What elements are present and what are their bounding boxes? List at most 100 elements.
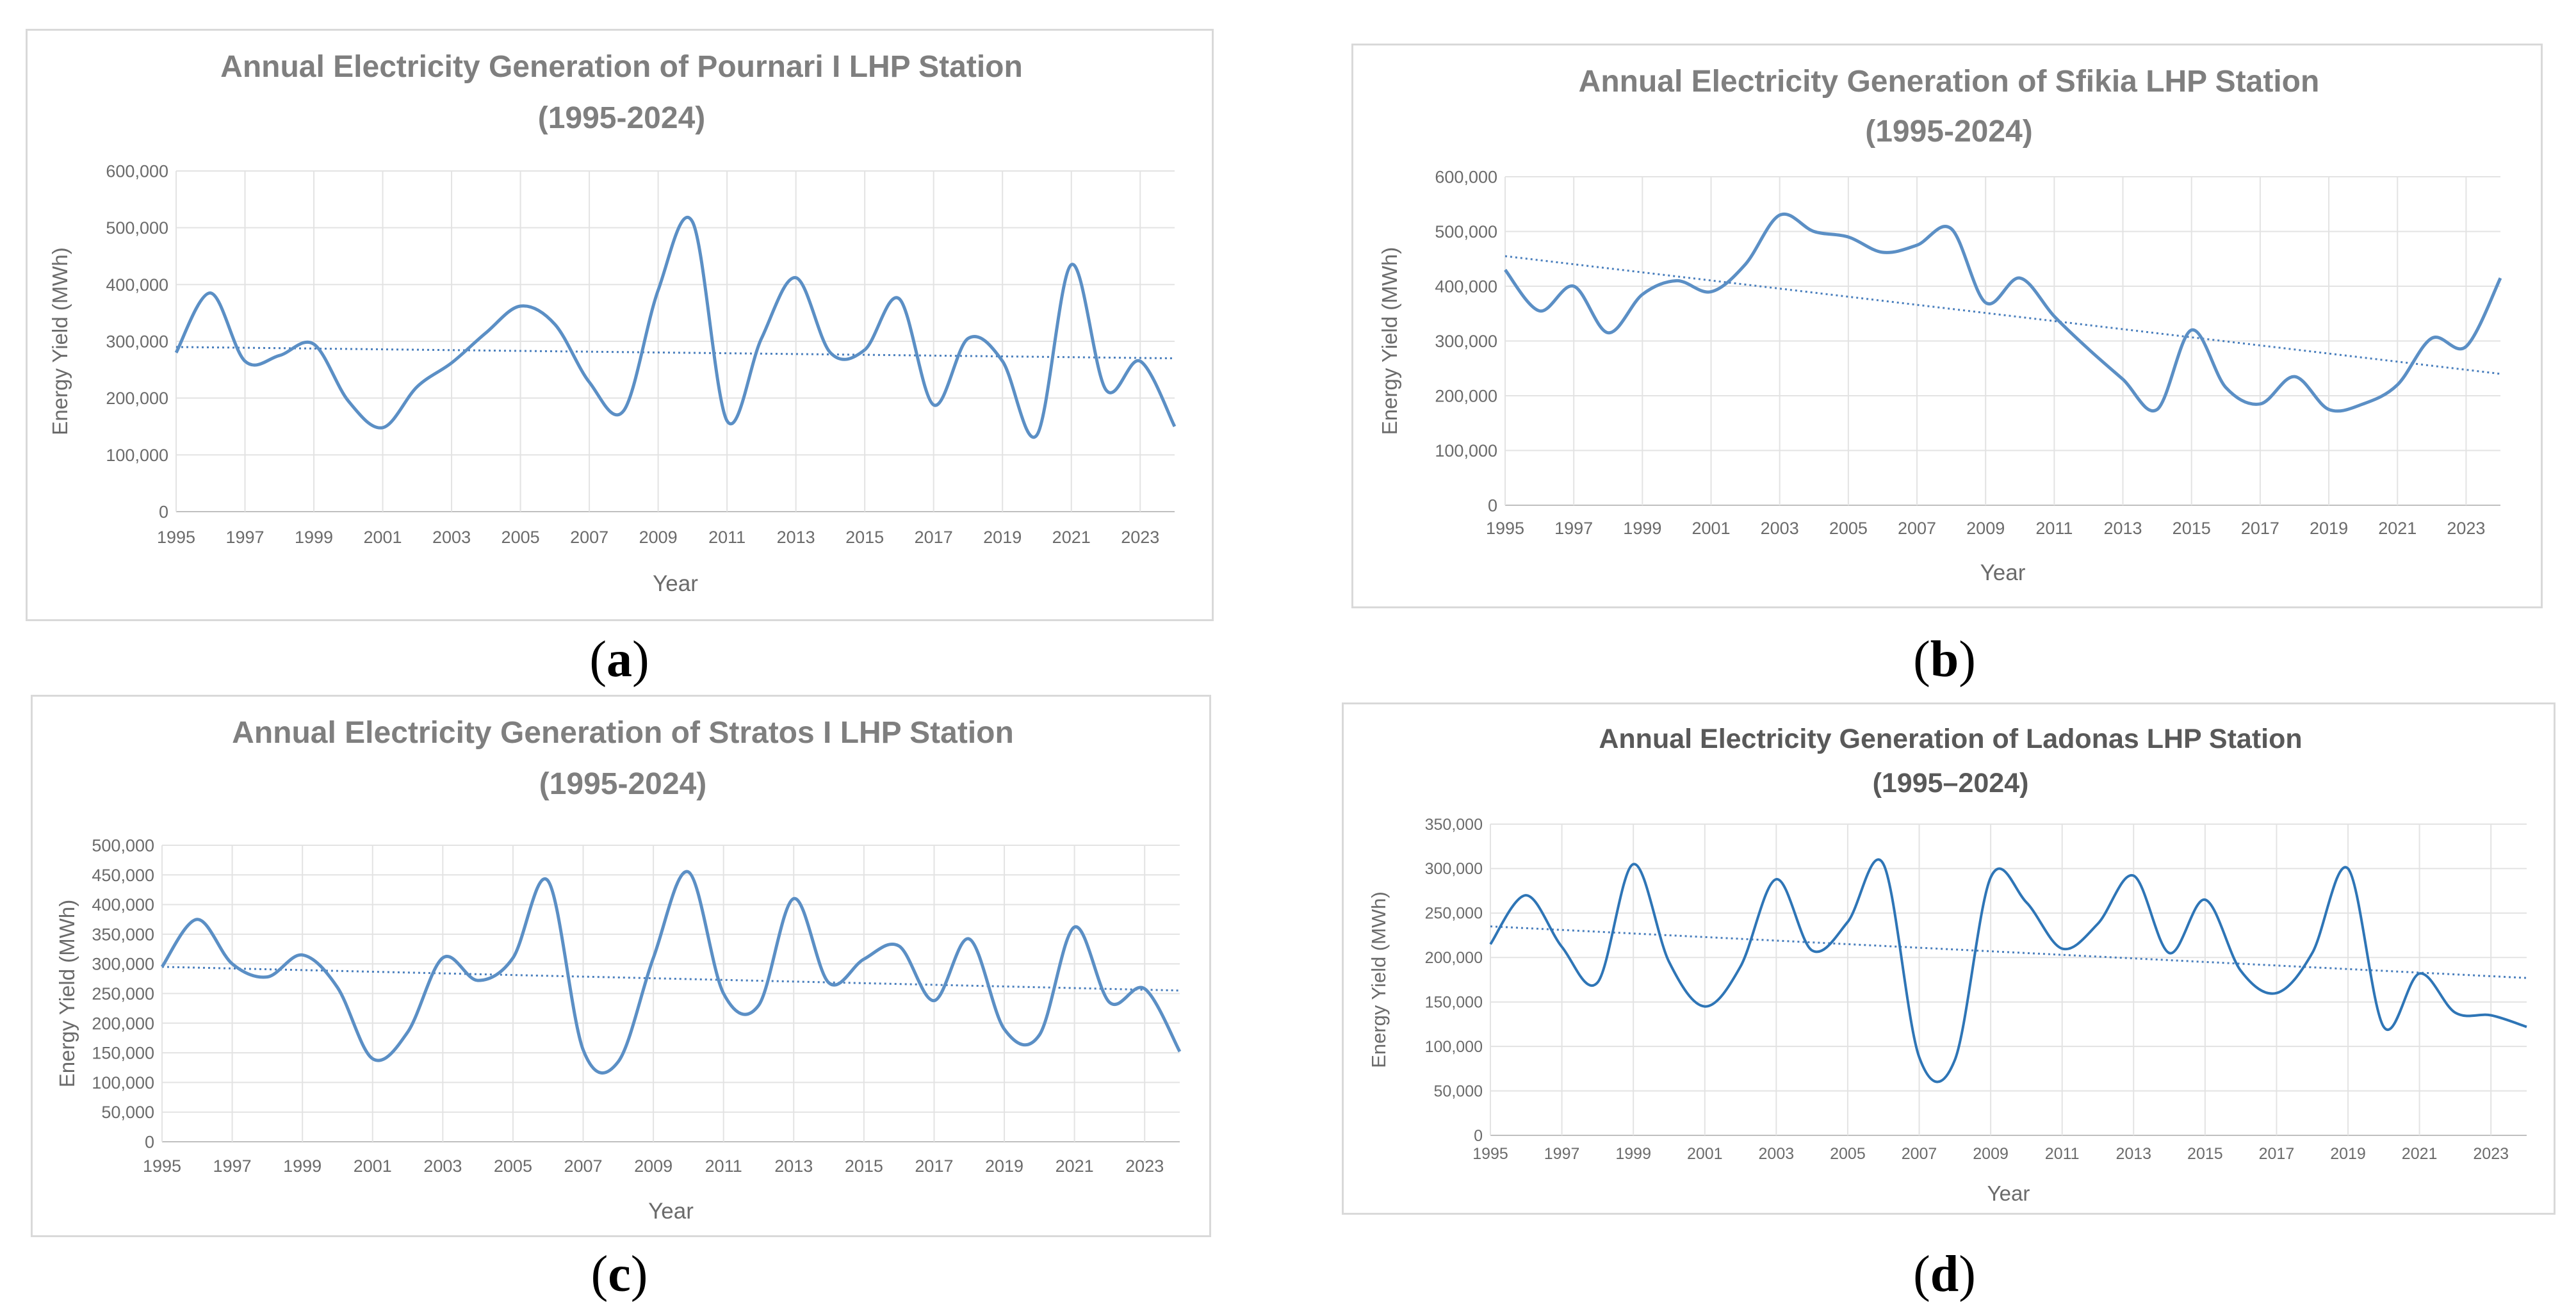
x-tick-label: 2013 bbox=[2104, 519, 2142, 538]
chart-subtitle-a: (1995-2024) bbox=[538, 101, 706, 135]
x-tick-label: 1997 bbox=[213, 1156, 252, 1176]
x-tick-label: 1997 bbox=[225, 528, 264, 547]
x-tick-label: 2023 bbox=[2473, 1145, 2509, 1163]
x-tick-label: 2001 bbox=[354, 1156, 392, 1176]
x-tick-label: 2017 bbox=[915, 528, 953, 547]
x-tick-label: 2023 bbox=[1125, 1156, 1164, 1176]
x-tick-label: 2007 bbox=[1902, 1145, 1937, 1163]
trendline-b bbox=[1504, 255, 2501, 375]
y-tick-label: 0 bbox=[1474, 1127, 1483, 1145]
chart-title-b: Annual Electricity Generation of Sfikia … bbox=[1579, 65, 2320, 99]
x-tick-label: 2007 bbox=[564, 1156, 602, 1176]
y-tick-label: 0 bbox=[1488, 496, 1497, 515]
x-tick-label: 1995 bbox=[1486, 519, 1524, 538]
y-tick-label: 200,000 bbox=[106, 389, 168, 408]
trendline-a bbox=[175, 346, 1175, 360]
x-tick-label: 2013 bbox=[777, 528, 815, 547]
y-tick-label: 250,000 bbox=[92, 984, 154, 1003]
x-tick-label: 2003 bbox=[1759, 1145, 1795, 1163]
caption-b: (b) bbox=[1913, 631, 1976, 688]
series-line-b bbox=[1504, 212, 2502, 413]
chart-panel-d: Annual Electricity Generation of Ladonas… bbox=[1342, 702, 2556, 1215]
x-tick-label: 2001 bbox=[1692, 519, 1730, 538]
x-tick-label: 2019 bbox=[983, 528, 1022, 547]
x-tick-label: 2003 bbox=[432, 528, 471, 547]
y-tick-label: 300,000 bbox=[106, 332, 168, 351]
x-tick-label: 2015 bbox=[845, 1156, 883, 1176]
x-tick-label: 2021 bbox=[2378, 519, 2417, 538]
y-tick-label: 600,000 bbox=[106, 161, 168, 181]
x-tick-label: 2019 bbox=[2330, 1145, 2366, 1163]
series-line-c bbox=[160, 870, 1182, 1075]
chart-subtitle-b: (1995-2024) bbox=[1865, 115, 2033, 149]
x-tick-label: 2013 bbox=[774, 1156, 813, 1176]
series-line-a bbox=[174, 215, 1177, 439]
y-tick-label: 50,000 bbox=[101, 1103, 154, 1122]
y-tick-label: 100,000 bbox=[106, 446, 168, 465]
y-axis-label-c: Energy Yield (MWh) bbox=[55, 900, 79, 1087]
y-tick-label: 150,000 bbox=[92, 1044, 154, 1063]
y-tick-label: 500,000 bbox=[92, 836, 154, 855]
series-line-d bbox=[1489, 858, 2527, 1083]
y-tick-label: 200,000 bbox=[1435, 386, 1497, 405]
chart-panel-c: Annual Electricity Generation of Stratos… bbox=[31, 695, 1211, 1237]
x-tick-label: 2015 bbox=[845, 528, 884, 547]
chart-svg-d: Annual Electricity Generation of Ladonas… bbox=[1367, 724, 2527, 1205]
x-tick-label: 2009 bbox=[1966, 519, 2005, 538]
caption-a: (a) bbox=[589, 631, 649, 688]
x-tick-label: 2003 bbox=[423, 1156, 462, 1176]
x-tick-label: 2023 bbox=[2447, 519, 2485, 538]
x-tick-label: 2005 bbox=[494, 1156, 532, 1176]
chart-svg-b: Annual Electricity Generation of Sfikia … bbox=[1378, 65, 2502, 585]
chart-subtitle-c: (1995-2024) bbox=[539, 767, 707, 801]
x-tick-label: 2007 bbox=[570, 528, 608, 547]
y-tick-label: 200,000 bbox=[92, 1014, 154, 1033]
x-tick-label: 2011 bbox=[2035, 519, 2073, 538]
x-tick-label: 2017 bbox=[2241, 519, 2279, 538]
x-tick-label: 2001 bbox=[1687, 1145, 1723, 1163]
y-tick-label: 300,000 bbox=[1425, 860, 1483, 878]
x-tick-label: 2021 bbox=[1056, 1156, 1094, 1176]
x-axis-label-a: Year bbox=[653, 571, 698, 596]
y-tick-label: 50,000 bbox=[1434, 1082, 1483, 1100]
x-axis-label-d: Year bbox=[1987, 1181, 2030, 1205]
x-tick-label: 2007 bbox=[1898, 519, 1936, 538]
x-tick-label: 2015 bbox=[2187, 1145, 2223, 1163]
y-tick-label: 0 bbox=[159, 502, 168, 521]
x-tick-label: 2009 bbox=[1973, 1145, 2009, 1163]
x-tick-label: 2013 bbox=[2115, 1145, 2151, 1163]
x-tick-label: 2009 bbox=[639, 528, 678, 547]
x-tick-label: 2005 bbox=[1830, 1145, 1866, 1163]
y-axis-label-b: Energy Yield (MWh) bbox=[1378, 247, 1401, 435]
y-tick-label: 400,000 bbox=[1435, 277, 1497, 296]
y-axis-label-a: Energy Yield (MWh) bbox=[48, 247, 72, 435]
x-tick-label: 2015 bbox=[2172, 519, 2211, 538]
y-tick-label: 350,000 bbox=[92, 925, 154, 944]
x-tick-label: 1995 bbox=[143, 1156, 181, 1176]
chart-title-a: Annual Electricity Generation of Pournar… bbox=[220, 50, 1023, 84]
chart-svg-c: Annual Electricity Generation of Stratos… bbox=[55, 716, 1182, 1224]
y-tick-label: 300,000 bbox=[92, 955, 154, 974]
x-tick-label: 2003 bbox=[1761, 519, 1799, 538]
x-tick-label: 1999 bbox=[295, 528, 333, 547]
chart-title-d: Annual Electricity Generation of Ladonas… bbox=[1599, 724, 2302, 754]
x-tick-label: 2005 bbox=[1829, 519, 1868, 538]
y-tick-label: 200,000 bbox=[1425, 949, 1483, 967]
x-tick-label: 2019 bbox=[985, 1156, 1023, 1176]
y-tick-label: 0 bbox=[145, 1132, 154, 1151]
y-tick-label: 100,000 bbox=[1425, 1038, 1483, 1056]
x-tick-label: 2017 bbox=[2259, 1145, 2295, 1163]
x-tick-label: 1999 bbox=[1615, 1145, 1651, 1163]
x-tick-label: 1997 bbox=[1554, 519, 1593, 538]
y-tick-label: 100,000 bbox=[1435, 441, 1497, 460]
x-tick-label: 2017 bbox=[915, 1156, 953, 1176]
x-tick-label: 2011 bbox=[708, 528, 746, 547]
x-axis-label-c: Year bbox=[648, 1199, 694, 1224]
x-tick-label: 1995 bbox=[1472, 1145, 1508, 1163]
y-tick-label: 600,000 bbox=[1435, 167, 1497, 186]
y-tick-label: 100,000 bbox=[92, 1073, 154, 1092]
y-tick-label: 450,000 bbox=[92, 866, 154, 885]
y-tick-label: 300,000 bbox=[1435, 332, 1497, 351]
y-tick-label: 250,000 bbox=[1425, 905, 1483, 923]
x-tick-label: 1999 bbox=[1623, 519, 1661, 538]
